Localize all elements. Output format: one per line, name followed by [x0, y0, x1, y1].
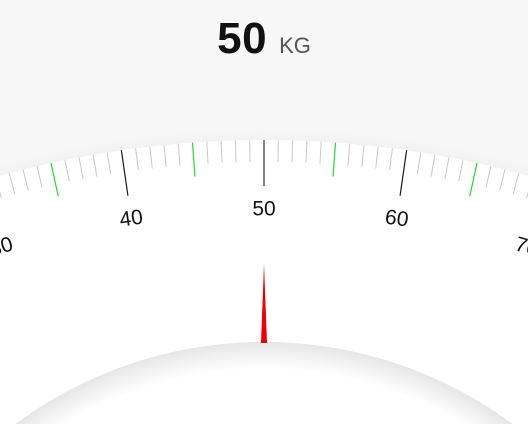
minor-tick [177, 143, 181, 166]
major-tick [399, 150, 408, 196]
minor-tick [0, 191, 2, 199]
minor-tick [361, 144, 365, 167]
tick-label: 40 [118, 206, 144, 232]
tick-label: 50 [252, 198, 275, 221]
major-tick [120, 150, 129, 196]
minor-tick [458, 159, 464, 182]
tick-label: 60 [384, 206, 410, 232]
minor-tick [78, 157, 84, 179]
minor-tick [149, 146, 153, 169]
minor-tick [163, 144, 167, 167]
minor-tick [305, 140, 308, 163]
weight-readout: 50 KG [0, 14, 528, 64]
minor-tick [92, 154, 98, 177]
minor-tick [64, 159, 70, 182]
minor-tick [347, 143, 351, 166]
minor-tick [319, 141, 322, 164]
minor-tick [220, 140, 223, 163]
half-tick [50, 162, 59, 197]
dial-hub [15, 342, 513, 424]
minor-tick [135, 148, 139, 171]
tick-label: 70 [512, 233, 528, 262]
minor-tick [106, 152, 112, 175]
minor-tick [36, 165, 43, 188]
minor-tick [22, 169, 29, 191]
minor-tick [291, 140, 294, 163]
minor-tick [206, 141, 209, 164]
half-tick [332, 142, 337, 177]
minor-tick [512, 172, 520, 195]
weight-unit: KG [279, 33, 311, 58]
half-tick [469, 162, 478, 197]
minor-tick [499, 169, 506, 191]
minor-tick [416, 152, 422, 175]
minor-tick [375, 146, 379, 169]
minor-tick [430, 154, 436, 177]
minor-tick [485, 165, 492, 188]
weight-value: 50 [217, 14, 268, 63]
minor-tick [444, 157, 450, 179]
minor-tick [234, 140, 237, 163]
minor-tick [8, 172, 16, 195]
half-tick [191, 142, 196, 177]
needle-indicator [261, 264, 267, 343]
minor-tick [389, 148, 393, 171]
